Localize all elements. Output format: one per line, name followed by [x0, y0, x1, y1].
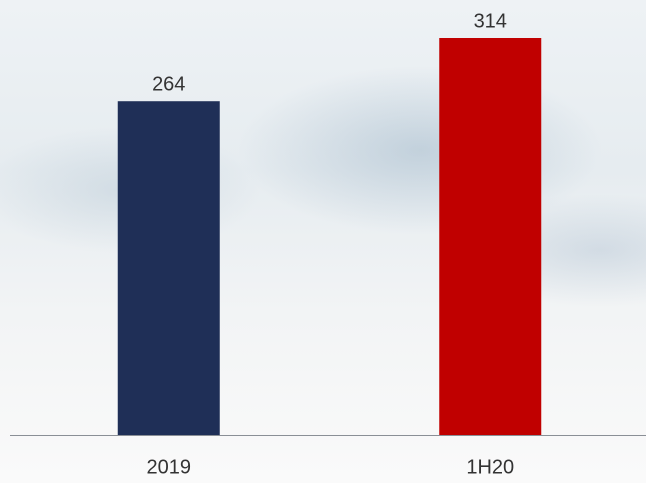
- x-tick-label: 1H20: [466, 456, 514, 478]
- page: 264 2019 314 1H20: [0, 0, 646, 483]
- value-label: 264: [152, 73, 185, 95]
- bar: [118, 101, 220, 435]
- x-tick-label: 2019: [147, 456, 192, 478]
- chart: 264 2019 314 1H20: [0, 0, 646, 483]
- value-label: 314: [474, 10, 507, 32]
- bar: [439, 38, 541, 435]
